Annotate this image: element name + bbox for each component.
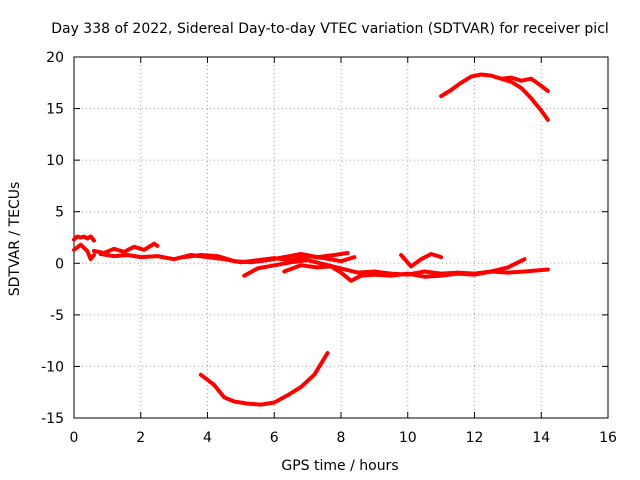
x-tick-label: 6: [270, 430, 279, 446]
series-line-track-g: [282, 257, 527, 283]
y-tick-label: 15: [46, 102, 64, 118]
y-tick-label: -10: [41, 359, 64, 375]
series-line-track-i: [198, 351, 330, 407]
y-tick-label: 10: [46, 153, 64, 169]
x-tick-label: 10: [399, 430, 417, 446]
series-line-track-j: [439, 72, 550, 99]
grid: [74, 57, 608, 418]
series-line-track-a: [72, 234, 96, 243]
y-axis-label: SDTVAR / TECUs: [7, 182, 23, 297]
x-tick-label: 16: [599, 430, 617, 446]
x-tick-label: 4: [203, 430, 212, 446]
series-line-track-b: [72, 242, 96, 262]
x-tick-label: 8: [337, 430, 346, 446]
series-group: [72, 72, 550, 407]
x-tick-label: 14: [532, 430, 550, 446]
x-axis-label: GPS time / hours: [281, 458, 398, 474]
y-tick-label: 20: [46, 50, 64, 66]
y-tick-label: -5: [50, 308, 64, 324]
y-tick-label: -15: [41, 411, 64, 427]
ticks: 0 2 4 6 8 10 12 14 16 -15 -10 -5 0 5 10 15 20: [41, 50, 617, 446]
x-tick-label: 12: [466, 430, 484, 446]
chart-title: Day 338 of 2022, Sidereal Day-to-day VTE…: [51, 21, 609, 37]
y-tick-label: 0: [55, 256, 64, 272]
series-line-track-h: [399, 252, 444, 269]
series-line-track-k: [499, 76, 550, 122]
series-line-track-c: [92, 241, 160, 255]
x-tick-label: 2: [136, 430, 145, 446]
y-tick-label: 5: [55, 205, 64, 221]
series-line-track-e: [182, 251, 350, 265]
x-tick-label: 0: [70, 430, 79, 446]
